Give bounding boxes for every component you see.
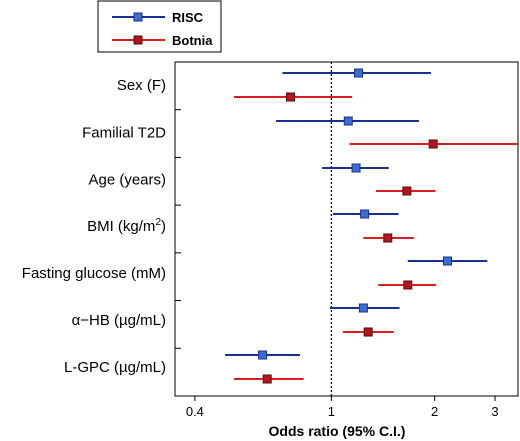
legend: RISC Botnia	[97, 0, 222, 53]
variable-label: Familial T2D	[82, 125, 166, 142]
point-botnia	[383, 233, 393, 243]
variable-label: L-GPC (µg/mL)	[64, 359, 166, 376]
variable-label: BMI (kg/m2)	[87, 217, 166, 235]
plot-area	[174, 61, 519, 397]
variable-label: Sex (F)	[117, 77, 166, 94]
x-axis-label: Odds ratio (95% C.I.)	[269, 423, 406, 439]
point-botnia	[262, 374, 272, 384]
x-ticks: 0.4 1 2 3	[186, 396, 499, 419]
point-botnia	[286, 92, 296, 102]
point-risc	[351, 163, 361, 173]
variable-label: α−HB (µg/mL)	[72, 312, 166, 329]
point-risc	[360, 209, 370, 219]
point-botnia	[402, 186, 412, 196]
point-risc	[258, 350, 268, 360]
point-risc	[442, 256, 452, 266]
legend-marker-risc	[133, 12, 143, 22]
point-risc	[343, 116, 353, 126]
series-marks	[225, 68, 518, 384]
legend-marker-botnia	[133, 35, 143, 45]
x-tick-label: 1	[328, 404, 335, 419]
variable-label: Fasting glucose (mM)	[22, 265, 166, 282]
legend-label-botnia: Botnia	[172, 33, 213, 48]
point-risc	[354, 68, 364, 78]
point-botnia	[363, 327, 373, 337]
y-ticks	[175, 109, 181, 349]
variable-label: Age (years)	[88, 172, 166, 189]
variable-labels: Sex (F) Familial T2D Age (years) BMI (kg/m2…	[22, 77, 166, 376]
x-tick-label: 0.4	[186, 404, 204, 419]
point-botnia	[403, 280, 413, 290]
point-risc	[358, 303, 368, 313]
point-botnia	[428, 139, 438, 149]
x-tick-label: 3	[491, 404, 498, 419]
legend-box	[97, 0, 222, 53]
x-tick-label: 2	[431, 404, 438, 419]
legend-label-risc: RISC	[172, 10, 204, 25]
